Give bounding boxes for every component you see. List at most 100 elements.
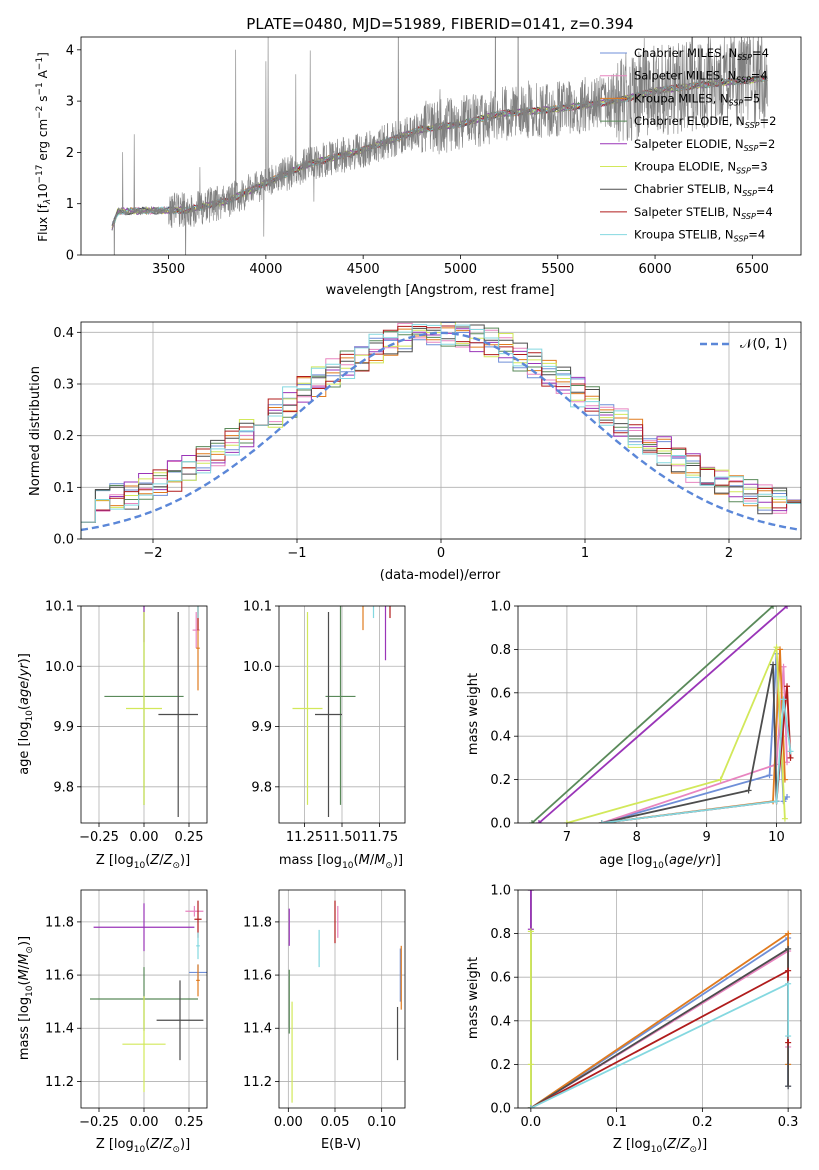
spectrum-panel: 3500 4000 4500 5000 5500 6000 6500 0 1 2 3 4 Chabri… [35,36,802,298]
weight-age-xlabel: age [log10(age/yr)] [599,853,721,871]
spectrum-legend: Chabrier MILES, NSSP=4 Salpeter MILES, NS… [600,46,776,244]
mass-z-ylabel: mass [log10(M/M⊙)] [17,936,35,1060]
y-tick-label: 0.6 [490,971,511,986]
observed-spectrum-line [111,37,769,255]
x-tick-label: −0.25 [79,1115,119,1130]
gaussian-legend-label: 𝒩(0, 1) [740,337,787,352]
age_vs_Z-data [104,606,200,817]
x-tick-label: 11.75 [361,830,398,845]
y-tick-label: 11.6 [243,969,272,984]
age_vs_mass-frame [278,605,406,824]
age_vs_mass-data [292,606,391,817]
y-tick-label: 10.1 [45,600,74,615]
x-tick-label: −2 [143,546,162,561]
legend-label: Kroupa ELODIE, NSSP=3 [634,160,768,176]
mass_vs_ebv-data [288,900,402,1103]
residual-xlabel: (data-model)/error [380,568,501,583]
x-tick-label: 10 [768,830,785,845]
y-tick-label: 0.3 [53,378,74,393]
y-tick-label: 11.2 [243,1075,272,1090]
x-tick-label: 5500 [541,262,574,277]
y-tick-label: 10.0 [45,660,74,675]
spectrum-axes: 3500 4000 4500 5000 5500 6000 6500 0 1 2 3 4 [66,36,802,277]
x-tick-label: 5000 [444,262,477,277]
weight_vs_age-data [528,606,794,823]
y-tick-label: 0.4 [53,326,74,341]
weight-vs-age-panel: 7 8 9 10 0.0 0.2 0.4 0.6 0.8 1.0 age [log10(age/y… [466,600,802,871]
mass_vs_Z-frame [80,889,208,1109]
spectrum-ylabel: Flux [fλ10−17 erg cm−2 s−1 A−1] [35,52,53,242]
normal-distribution-curve [81,331,801,532]
weight_vs_Z-frame [517,889,802,1109]
mass_vs_Z-axes: −0.25 0.00 0.25 11.2 11.4 11.6 11.8 [45,889,208,1130]
x-tick-label: 0.1 [606,1115,627,1130]
y-tick-label: 0 [66,249,74,264]
x-tick-label: 0.00 [274,1115,303,1130]
figure-title: PLATE=0480, MJD=51989, FIBERID=0141, z=0… [246,15,633,33]
legend-label: Chabrier MILES, NSSP=4 [634,46,769,62]
x-tick-label: 0.3 [778,1115,799,1130]
y-tick-label: 0.0 [490,817,511,832]
y-tick-label: 11.8 [243,915,272,930]
legend-label: Kroupa MILES, NSSP=5 [634,91,760,107]
y-tick-label: 11.8 [45,915,74,930]
y-tick-label: 11.6 [45,969,74,984]
legend-label: Salpeter ELODIE, NSSP=2 [634,137,775,153]
y-tick-label: 11.4 [45,1022,74,1037]
x-tick-label: 9 [703,830,711,845]
y-tick-label: 0.2 [53,429,74,444]
mass-vs-metallicity-panel: −0.25 0.00 0.25 11.2 11.4 11.6 11.8 Z [log10(Z… [17,889,208,1155]
x-tick-label: 0.10 [367,1115,396,1130]
age-z-ylabel: age [log10(age/yr)] [17,653,35,775]
x-tick-label: 11.25 [286,830,323,845]
legend-label: Chabrier ELODIE, NSSP=2 [634,114,776,130]
mass_vs_ebv-grid [279,890,405,1108]
mass-weight-line [531,606,774,823]
x-tick-label: 11.50 [323,830,360,845]
x-tick-label: 4000 [249,262,282,277]
age_vs_Z-frame [80,605,208,824]
x-tick-label: 0.00 [130,1115,159,1130]
x-tick-label: 3500 [152,262,185,277]
weight_vs_Z-axes: 0.0 0.1 0.2 0.3 0.0 0.2 0.4 0.6 0.8 1.0 [490,884,802,1130]
x-tick-label: 0.0 [521,1115,542,1130]
mass_vs_ebv-axes: 0.00 0.05 0.10 11.2 11.4 11.6 11.8 [243,889,406,1130]
legend-label: Salpeter MILES, NSSP=4 [634,69,768,85]
spectrum-xlabel: wavelength [Angstrom, rest frame] [326,283,555,298]
y-tick-label: 0.2 [490,1058,511,1073]
y-tick-label: 0.2 [490,773,511,788]
x-tick-label: 0.25 [175,830,204,845]
gaussian-legend: 𝒩(0, 1) [700,337,787,352]
x-tick-label: 1 [581,546,589,561]
y-tick-label: 3 [66,95,74,110]
y-tick-label: 0.1 [53,481,74,496]
y-tick-label: 11.2 [45,1075,74,1090]
y-tick-label: 0.4 [490,1014,511,1029]
x-tick-label: 0 [437,546,445,561]
y-tick-label: 0.6 [490,686,511,701]
y-tick-label: 11.4 [243,1022,272,1037]
weight-z-xlabel: Z [log10(Z/Z⊙)] [613,1137,707,1155]
legend-label: Kroupa STELIB, NSSP=4 [634,228,765,244]
residual-ylabel: Normed distribution [28,366,43,496]
y-tick-label: 10.0 [243,660,272,675]
mass_vs_ebv-frame [278,889,406,1109]
weight_vs_Z-data [527,890,792,1108]
y-tick-label: 0.0 [490,1102,511,1117]
x-tick-label: 8 [633,830,641,845]
weight_vs_age-frame [517,605,802,824]
residual-histogram-line [81,324,801,539]
mass-weight-line [601,664,778,823]
weight_vs_age-axes: 7 8 9 10 0.0 0.2 0.4 0.6 0.8 1.0 [490,600,802,845]
x-tick-label: 0.00 [130,830,159,845]
residuals-frame [80,321,802,540]
y-tick-label: 9.8 [251,780,272,795]
x-tick-label: 4500 [347,262,380,277]
x-tick-label: 0.2 [692,1115,713,1130]
residuals-data [81,322,801,539]
spectrum-data [111,37,769,255]
y-tick-label: 9.9 [251,720,272,735]
x-tick-label: 0.05 [321,1115,350,1130]
x-tick-label: 0.25 [175,1115,204,1130]
